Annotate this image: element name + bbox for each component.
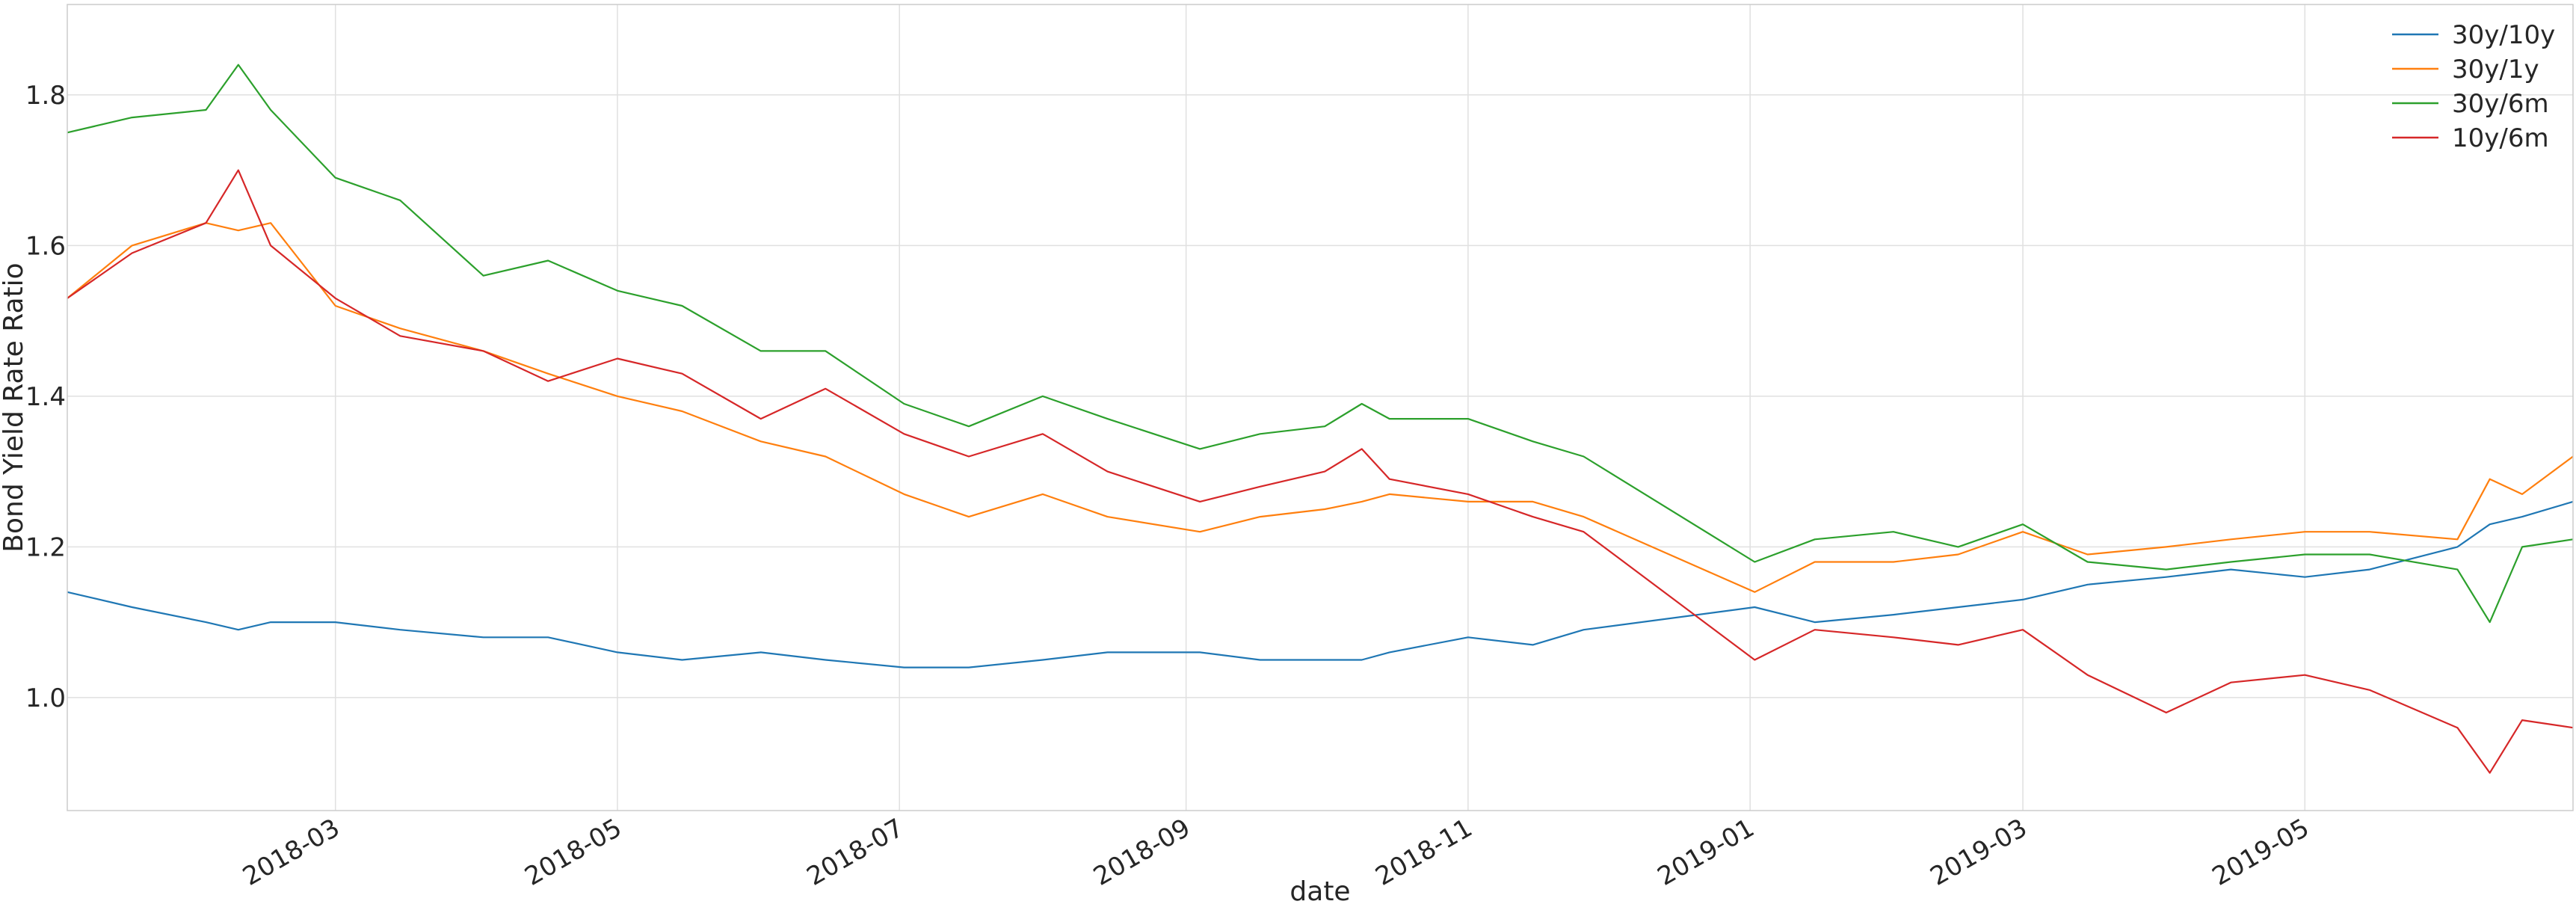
grid-lines [67,4,2573,811]
series-line-4 [67,169,2574,774]
x-tick-label: 2018-05 [520,813,626,892]
legend-label: 30y/6m [2452,89,2549,119]
legend: 30y/10y 30y/1y 30y/6m 10y/6m [2392,20,2555,153]
series-line-1 [67,500,2574,668]
legend-label: 30y/10y [2452,20,2555,50]
x-tick-label: 2019-01 [1653,813,1760,892]
legend-label: 10y/6m [2452,123,2549,153]
series-lines [67,64,2574,774]
y-tick-label: 1.6 [25,231,66,261]
x-axis-title: date [1289,876,1350,907]
y-axis-title: Bond Yield Rate Ratio [0,262,29,552]
y-tick-label: 1.2 [25,532,66,562]
x-tick-label: 2018-07 [802,813,909,892]
x-axis-ticks: 2018-03 2018-05 2018-07 2018-09 2018-11 2019-… [238,813,2314,892]
legend-label: 30y/1y [2452,55,2539,84]
y-tick-label: 1.0 [25,683,66,713]
plot-frame [67,4,2574,811]
y-tick-label: 1.8 [25,81,66,111]
x-tick-label: 2019-05 [2207,813,2314,892]
plot-background [67,4,2573,811]
x-tick-label: 2018-03 [238,813,345,892]
x-tick-label: 2018-11 [1370,813,1477,892]
x-tick-label: 2019-03 [1926,813,2033,892]
series-line-3 [67,64,2574,624]
x-tick-label: 2018-09 [1088,813,1195,892]
series-line-2 [67,222,2574,593]
y-axis-ticks: 1.0 1.2 1.4 1.6 1.8 [25,81,66,713]
y-tick-label: 1.4 [25,382,66,412]
